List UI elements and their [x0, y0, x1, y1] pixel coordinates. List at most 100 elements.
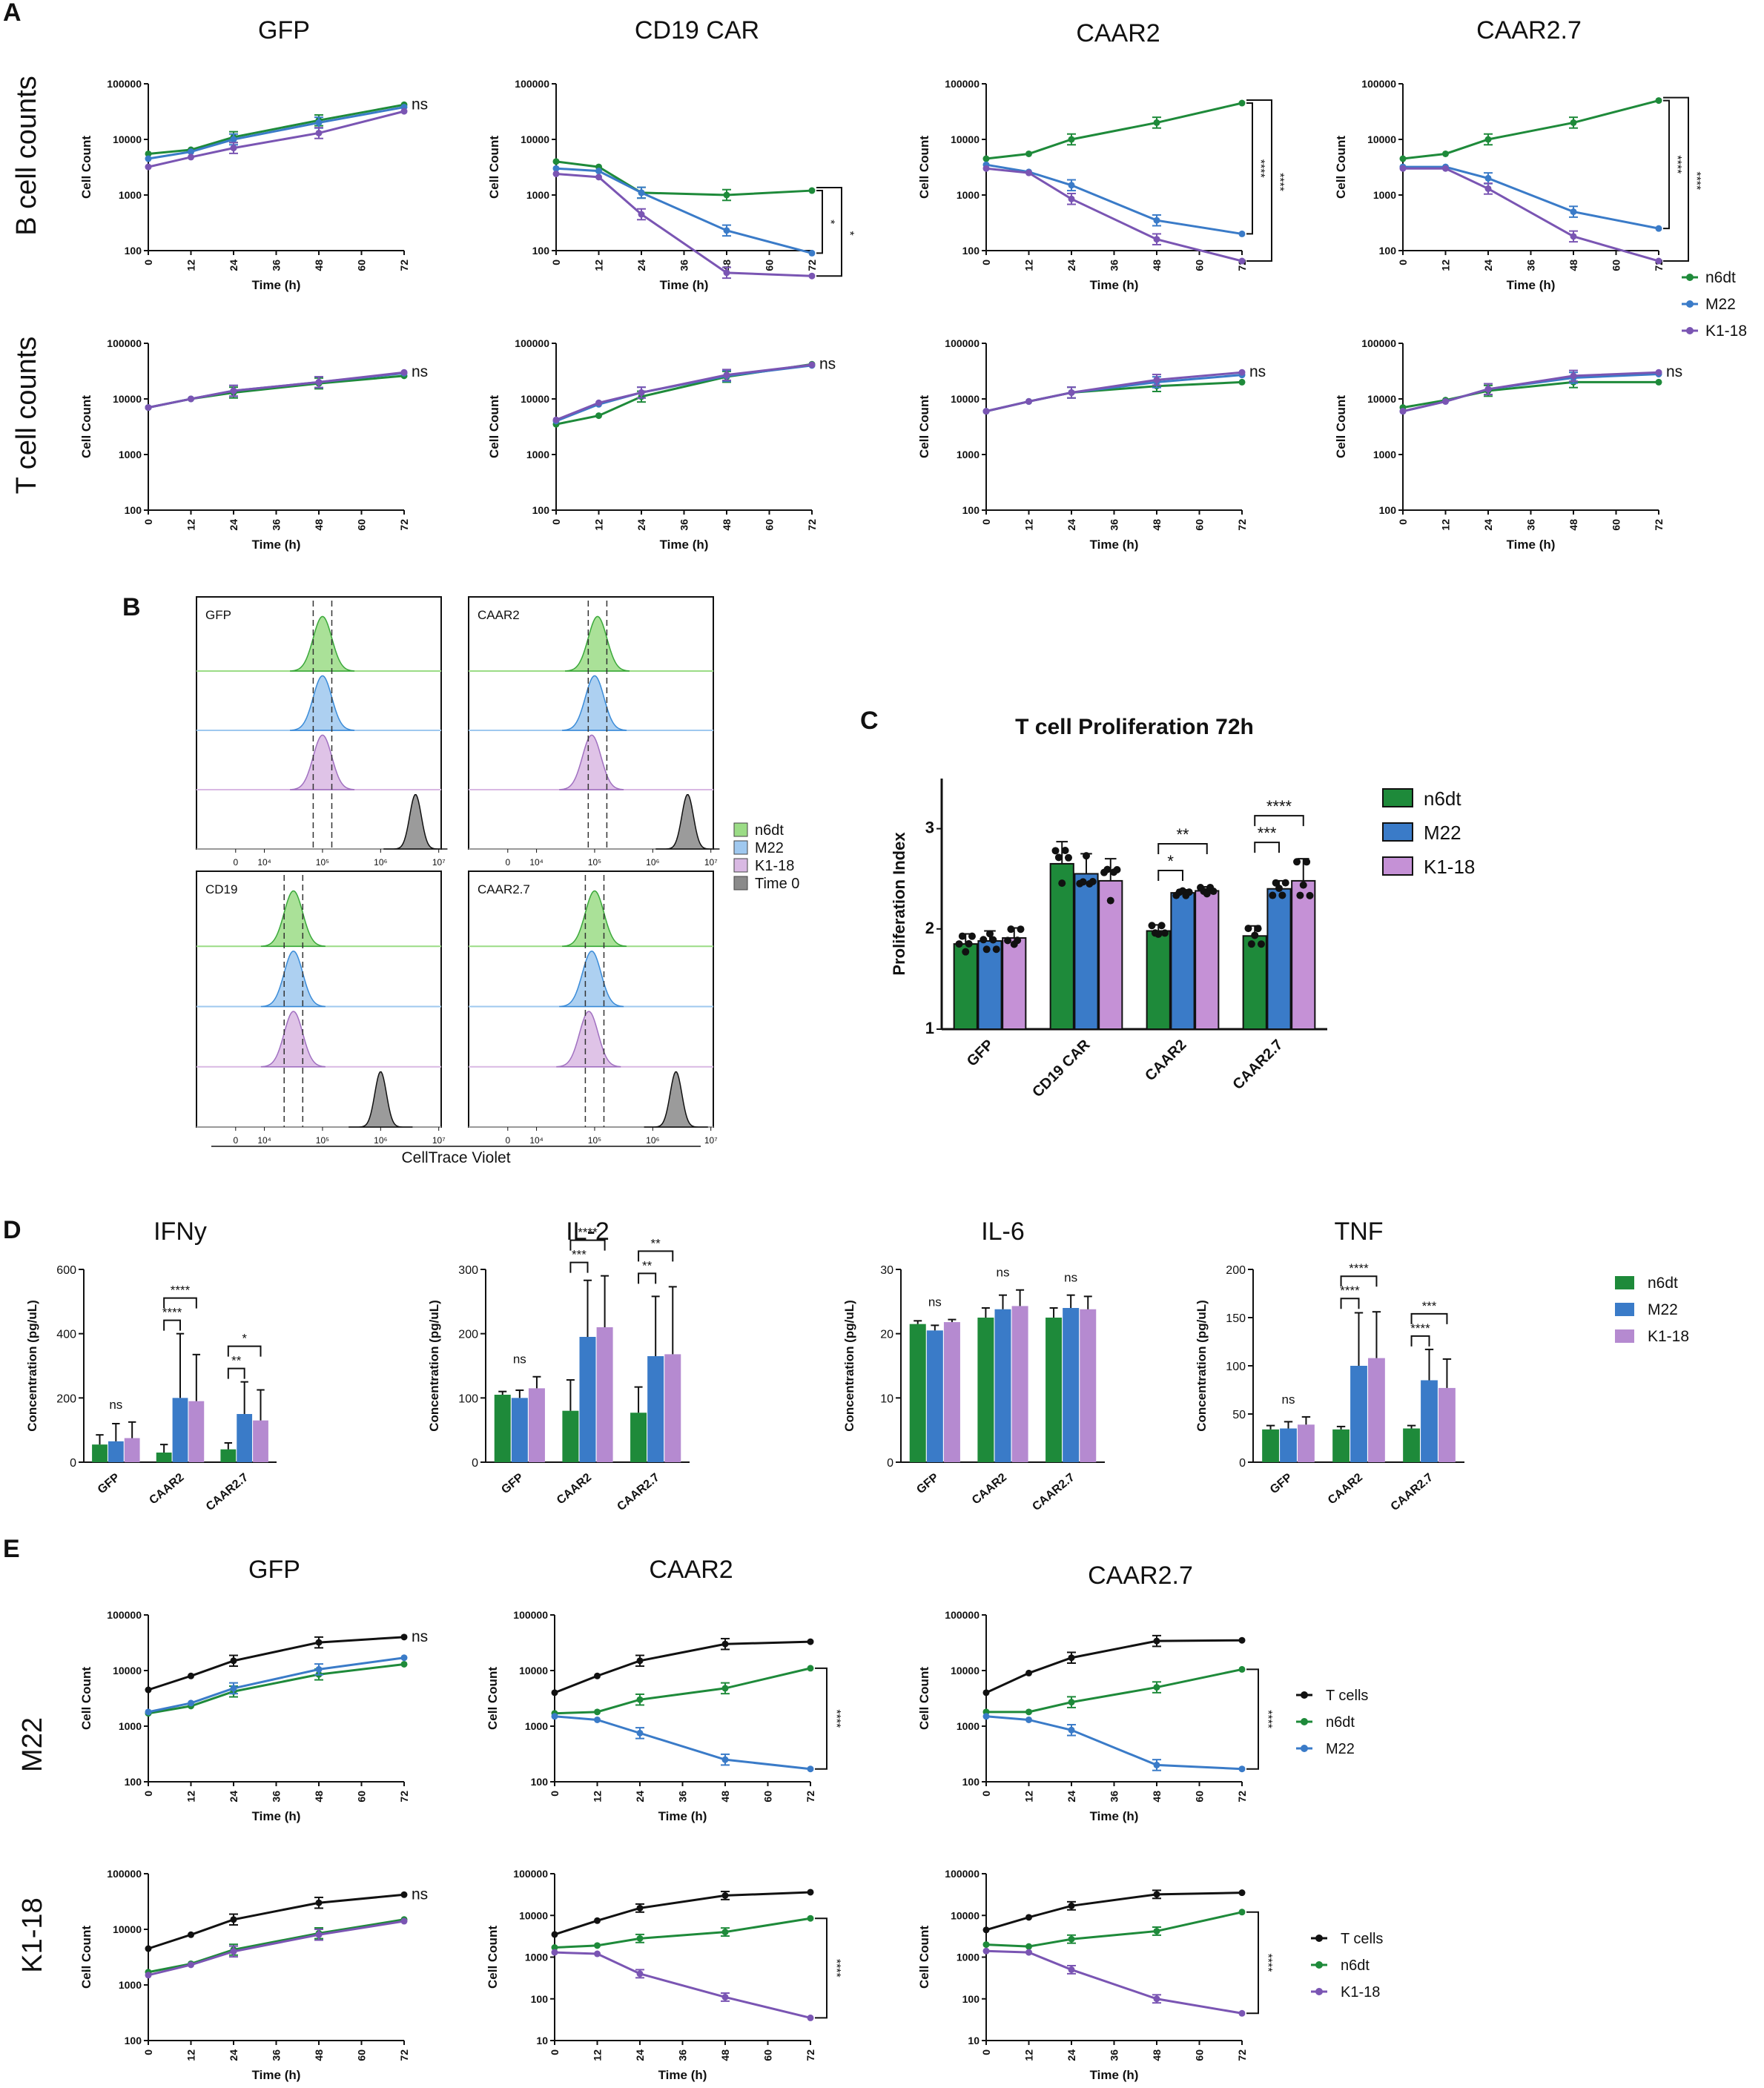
point-n6dt	[807, 1665, 814, 1672]
point-n6dt	[721, 1685, 729, 1692]
x-tick-label: 10⁴	[257, 1135, 271, 1146]
significance-label: **	[642, 1258, 653, 1272]
point-m22	[1570, 208, 1577, 216]
y-tick-label: 100	[962, 1776, 980, 1788]
data-point	[958, 932, 966, 940]
chart-title: IL-6	[981, 1218, 1025, 1246]
x-tick-label: 72	[398, 260, 410, 271]
legend-swatch-k1-18	[1382, 856, 1413, 876]
bar-m22-cd19-car	[1074, 873, 1099, 1030]
significance-label: ****	[1266, 797, 1292, 816]
significance-label: ****	[1690, 171, 1702, 190]
point-k1-18	[1068, 389, 1075, 396]
point-k1-18	[1570, 372, 1577, 380]
y-tick-label: 30	[880, 1264, 893, 1277]
point-m22	[594, 1716, 601, 1723]
point-k1-18	[400, 369, 408, 376]
column-title-caar2-7: CAAR2.7	[1088, 1562, 1193, 1590]
bar-m22-caar2	[1350, 1366, 1367, 1462]
point-t-cells	[636, 1657, 644, 1665]
point-m22	[1068, 1726, 1075, 1734]
series-line-m22	[985, 163, 1243, 235]
point-n6dt	[1153, 1684, 1160, 1691]
point-k1-18	[808, 361, 816, 369]
line-chart-e-m22-caar2: 100 1000 10000 100000 0 12 24 36 48 60 72 Time (h) C…	[486, 1609, 842, 1823]
figure-labels: A B C D E B cell counts T cell counts GF…	[3, 0, 1747, 2001]
x-tick-label: 0	[142, 2049, 154, 2055]
x-tick-label: 0	[505, 1135, 510, 1146]
y-tick-label: 10	[880, 1392, 893, 1405]
y-tick-label: 200	[1226, 1264, 1246, 1277]
y-tick-label: 10000	[113, 1923, 142, 1935]
histogram-b-cd19: CD19 0 10⁴ 10⁵ 10⁶ 10⁷	[196, 870, 446, 1146]
series-line-m22	[1402, 372, 1659, 413]
annotation-ns: ns	[412, 96, 428, 113]
significance-label: ****	[1254, 159, 1266, 178]
histogram-peak-k1-18	[260, 1011, 326, 1068]
x-tick-label: 36	[1109, 519, 1120, 531]
x-tick-label: 0	[233, 857, 238, 868]
significance-bracket	[638, 1250, 674, 1262]
x-tick-label: 36	[271, 1791, 283, 1803]
category-label-caar2-7: CAAR2.7	[615, 1471, 661, 1513]
point-m22	[595, 168, 602, 175]
legend-marker-n6dt	[1686, 274, 1694, 281]
point-n6dt	[1655, 97, 1662, 105]
histogram-title: CD19	[205, 882, 237, 896]
series-line-m22	[554, 1715, 811, 1771]
category-label-gfp: GFP	[964, 1037, 997, 1070]
x-tick-label: 48	[1568, 260, 1579, 271]
point-m22	[552, 165, 560, 172]
bar-m22-caar2-7	[1063, 1308, 1080, 1462]
y-tick-label: 100000	[945, 78, 980, 90]
x-tick-label: 24	[228, 260, 240, 271]
point-m22	[1484, 174, 1492, 182]
point-m22	[315, 1665, 323, 1673]
series-line-t-cells	[554, 1640, 811, 1694]
point-t-cells	[315, 1639, 323, 1646]
y-tick-label: 600	[56, 1264, 76, 1277]
y-tick-label: 100000	[107, 337, 142, 349]
series-line-n6dt	[148, 374, 405, 409]
significance-label: ***	[1422, 1299, 1437, 1313]
x-tick-label: 10⁴	[257, 857, 271, 868]
legend-marker-k1-18	[1686, 327, 1694, 334]
category-label-caar2: CAAR2	[147, 1471, 186, 1507]
legend-marker-n6dt	[1301, 1718, 1308, 1725]
significance-bracket	[569, 1261, 589, 1273]
line-chart-a-t-caar2-7: 100 1000 10000 100000 0 12 24 36 48 60 72 Time (h) C…	[1334, 337, 1682, 552]
y-tick-label: 100	[532, 504, 550, 516]
series-line-t-cells	[985, 1639, 1243, 1694]
x-tick-label: 36	[1109, 260, 1120, 271]
y-tick-label: 1000	[957, 189, 980, 201]
x-tick-label: 72	[1236, 519, 1248, 531]
y-tick-label: 10000	[113, 1665, 142, 1676]
point-k1-18	[145, 404, 152, 412]
bar-n6dt-gfp	[494, 1395, 511, 1462]
y-tick-label: 1000	[119, 1720, 142, 1732]
y-tick-label: 10000	[951, 1665, 980, 1676]
point-k1-18	[230, 387, 237, 394]
y-tick-label: 100	[962, 504, 980, 516]
x-tick-label: 48	[721, 260, 733, 271]
y-tick-label: 1000	[526, 189, 549, 201]
y-tick-label: 2	[925, 919, 934, 937]
x-tick-label: 0	[1397, 519, 1409, 525]
bar-k1-18-caar2-7	[1291, 879, 1316, 1031]
bar-k1-18-caar2	[596, 1327, 613, 1462]
point-t-cells	[982, 1926, 990, 1934]
x-tick-label: 60	[762, 1791, 774, 1803]
y-axis-label: Cell Count	[487, 136, 501, 199]
series-line-k1-18	[555, 363, 813, 421]
panel-letter-a: A	[3, 0, 22, 27]
annotation-ns: ns	[997, 1266, 1010, 1280]
bar-k1-18-cd19-car	[1098, 879, 1123, 1031]
y-tick-label: 1000	[1373, 189, 1396, 201]
significance-bracket	[1410, 1335, 1430, 1347]
point-n6dt	[1570, 119, 1577, 126]
y-tick-label: 100000	[945, 1609, 980, 1621]
y-tick-label: 100000	[107, 1609, 142, 1621]
significance-label: ****	[830, 1709, 842, 1728]
point-m22	[638, 189, 645, 196]
point-k1-18	[145, 163, 152, 171]
